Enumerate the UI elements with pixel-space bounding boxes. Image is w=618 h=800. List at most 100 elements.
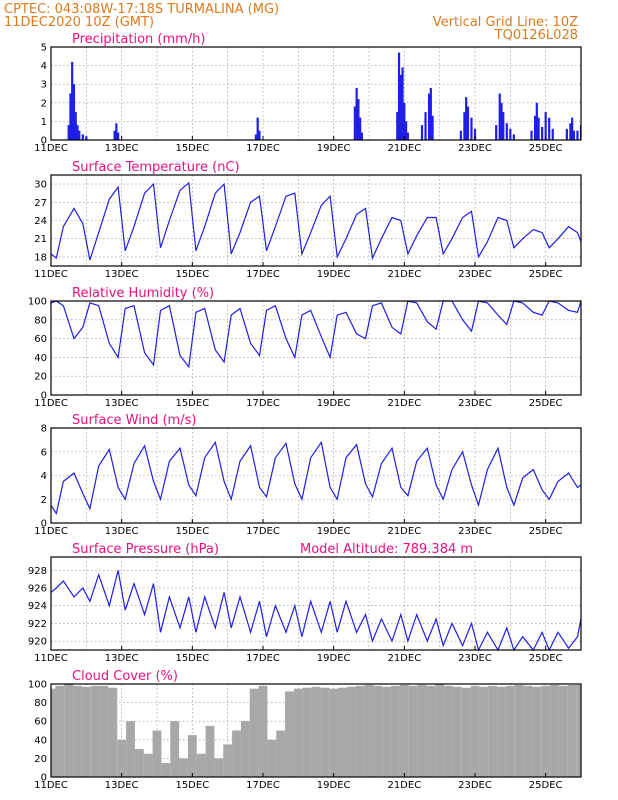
data-bar	[399, 684, 409, 777]
data-bar	[488, 685, 498, 777]
data-bar	[55, 685, 65, 777]
panel-title: Surface Wind (m/s)	[72, 413, 196, 428]
data-bar	[258, 685, 268, 777]
data-bar	[76, 125, 79, 140]
x-tick-label: 19DEC	[317, 143, 351, 154]
panel-cloud: 0 20 40 60 80 100 11DEC 13DEC 15DEC 17DEC 19DEC 21D…	[28, 669, 582, 791]
data-bar	[267, 739, 277, 777]
data-bar	[567, 684, 577, 777]
panel-frame	[50, 683, 582, 778]
data-bar	[293, 688, 303, 777]
y-tick-label: 6	[41, 447, 47, 458]
panels-group: 0 1 2 3 4 5 11DEC 13DEC 15DEC 17DEC 19DEC 21DEC 23DE…	[28, 32, 582, 791]
data-bar	[444, 685, 453, 777]
data-bar	[364, 684, 374, 777]
y-tick-label: 100	[28, 680, 47, 691]
series-line	[50, 570, 582, 652]
data-bar	[466, 106, 470, 140]
y-tick-label: 27	[34, 198, 47, 209]
data-bar	[541, 685, 551, 777]
data-bar	[495, 125, 498, 140]
data-bar	[512, 134, 515, 140]
data-bar	[196, 753, 206, 777]
data-bar	[424, 112, 427, 140]
data-bar	[143, 753, 153, 777]
y-tick-label: 3	[41, 80, 47, 91]
data-bar	[403, 102, 406, 140]
x-tick-label: 17DEC	[246, 780, 280, 791]
data-bar	[373, 685, 383, 777]
x-tick-label: 25DEC	[529, 653, 563, 664]
x-tick-label: 15DEC	[175, 398, 209, 409]
data-bar	[461, 687, 471, 777]
data-bar	[72, 84, 76, 140]
x-tick-label: 23DEC	[458, 653, 492, 664]
panel-rh: 0 20 40 60 80 100 11DEC 13DEC 15DEC 17DEC 19DEC 21D…	[28, 286, 582, 409]
x-tick-label: 17DEC	[246, 526, 280, 537]
data-bar	[565, 128, 568, 140]
x-tick-label: 21DEC	[387, 269, 421, 280]
data-bar	[426, 685, 436, 777]
data-bar	[502, 112, 505, 140]
data-bar	[51, 688, 60, 777]
y-tick-label: 1	[41, 117, 47, 128]
data-bar	[417, 684, 427, 777]
data-bar	[338, 687, 347, 777]
data-bar	[514, 684, 524, 777]
data-bar	[431, 115, 434, 140]
x-tick-label: 19DEC	[317, 526, 351, 537]
data-bar	[576, 130, 579, 140]
data-bar	[258, 130, 261, 140]
panel-extra-label: Model Altitude: 789.384 m	[300, 542, 473, 557]
panel-title: Surface Pressure (hPa)	[72, 542, 219, 557]
panel-frame	[50, 300, 582, 396]
data-bar	[115, 123, 118, 140]
panel-frame	[50, 556, 582, 651]
y-tick-label: 0	[41, 773, 47, 784]
y-tick-label: 21	[34, 234, 47, 245]
x-tick-label: 23DEC	[458, 398, 492, 409]
data-bar	[355, 685, 365, 777]
x-tick-label: 13DEC	[105, 269, 139, 280]
y-tick-label: 30	[34, 180, 47, 191]
data-bar	[452, 686, 462, 777]
x-tick-label: 17DEC	[246, 398, 280, 409]
data-bar	[355, 87, 358, 140]
data-bar	[401, 67, 404, 140]
y-tick-label: 100	[28, 297, 47, 308]
data-bar	[459, 130, 462, 140]
data-bar	[256, 117, 259, 140]
series-line	[50, 181, 582, 261]
panel-pres: 920 922 924 926 928 11DEC 13DEC 15DEC 17DEC 19DEC…	[28, 542, 582, 664]
data-bar	[396, 112, 399, 140]
y-tick-label: 922	[28, 619, 47, 630]
x-tick-label: 11DEC	[34, 653, 68, 664]
data-bar	[569, 123, 572, 140]
x-tick-label: 23DEC	[458, 143, 492, 154]
y-tick-label: 4	[41, 471, 47, 482]
x-tick-label: 21DEC	[387, 780, 421, 791]
x-tick-label: 21DEC	[387, 653, 421, 664]
x-tick-label: 19DEC	[317, 780, 351, 791]
panel-title: Precipitation (mm/h)	[72, 32, 205, 47]
y-tick-label: 2	[41, 98, 47, 109]
y-tick-label: 18	[34, 252, 47, 263]
data-bar	[535, 102, 538, 140]
x-tick-label: 13DEC	[105, 143, 139, 154]
y-tick-label: 0	[41, 391, 47, 402]
data-bar	[505, 123, 508, 140]
x-tick-label: 11DEC	[34, 269, 68, 280]
y-tick-label: 4	[41, 61, 47, 72]
data-bar	[465, 97, 468, 140]
data-bar	[463, 112, 466, 140]
y-tick-label: 920	[28, 637, 47, 648]
data-bar	[353, 106, 356, 140]
data-bar	[161, 763, 171, 777]
data-bar	[346, 686, 356, 777]
x-tick-label: 25DEC	[529, 143, 563, 154]
y-tick-label: 20	[34, 754, 47, 765]
data-bar	[397, 52, 401, 140]
data-bar	[420, 125, 424, 140]
x-tick-label: 23DEC	[458, 526, 492, 537]
x-tick-label: 13DEC	[105, 780, 139, 791]
